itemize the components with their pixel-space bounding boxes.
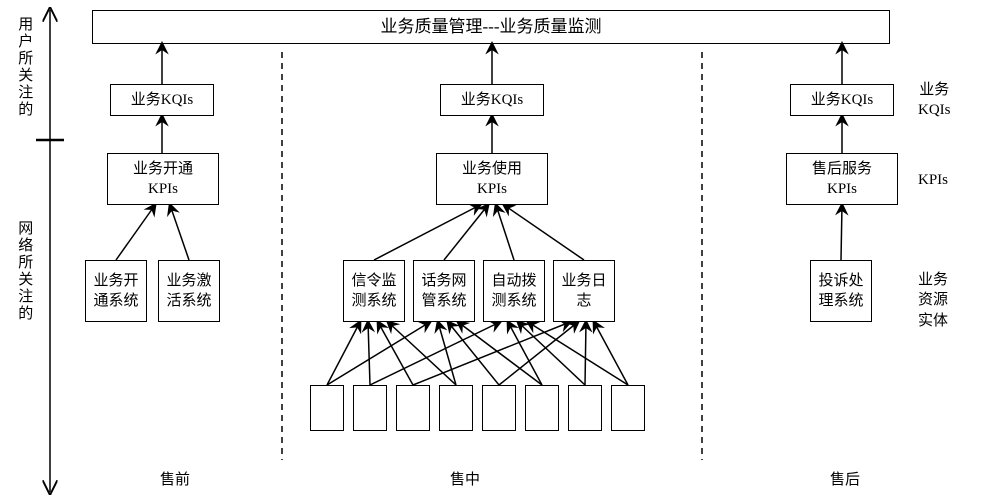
empty-box-7 xyxy=(611,385,645,431)
diagram-canvas: 业务质量管理---业务质量监测 用户所关注的 网络所关注的 业务 KQIs KP… xyxy=(0,0,1000,502)
empty-box-4 xyxy=(482,385,516,431)
kpi-box-2: 售后服务 KPIs xyxy=(786,153,898,205)
left-axis-label-top: 用户所关注的 xyxy=(14,16,34,118)
kpi-box-0: 业务开通 KPIs xyxy=(107,153,219,205)
stage-label-pre: 售前 xyxy=(160,470,190,490)
stage-label-mid: 售中 xyxy=(450,470,480,490)
entity-box-4: 自动拨 测系统 xyxy=(483,260,545,322)
entity-box-6: 投诉处 理系统 xyxy=(810,260,872,322)
entity-box-2: 信令监 测系统 xyxy=(343,260,405,322)
empty-box-5 xyxy=(525,385,559,431)
entity-box-0: 业务开 通系统 xyxy=(85,260,147,322)
title-box: 业务质量管理---业务质量监测 xyxy=(92,10,890,44)
kpi-box-1: 业务使用 KPIs xyxy=(436,153,548,205)
empty-box-6 xyxy=(568,385,602,431)
entity-box-5: 业务日 志 xyxy=(553,260,615,322)
kqi-box-1: 业务KQIs xyxy=(440,84,544,116)
right-label-entity: 业务 资源 实体 xyxy=(918,270,948,331)
empty-box-0 xyxy=(310,385,344,431)
entity-box-1: 业务激 活系统 xyxy=(158,260,220,322)
entity-box-3: 话务网 管系统 xyxy=(413,260,475,322)
right-label-kpis: KPIs xyxy=(918,170,948,190)
kqi-box-0: 业务KQIs xyxy=(110,84,214,116)
right-label-kqis: 业务 KQIs xyxy=(918,80,951,121)
empty-box-2 xyxy=(396,385,430,431)
kqi-box-2: 业务KQIs xyxy=(790,84,894,116)
stage-label-post: 售后 xyxy=(830,470,860,490)
empty-box-3 xyxy=(439,385,473,431)
title-text: 业务质量管理---业务质量监测 xyxy=(381,16,602,39)
left-axis-label-bottom: 网络所关注的 xyxy=(14,220,34,322)
empty-box-1 xyxy=(353,385,387,431)
